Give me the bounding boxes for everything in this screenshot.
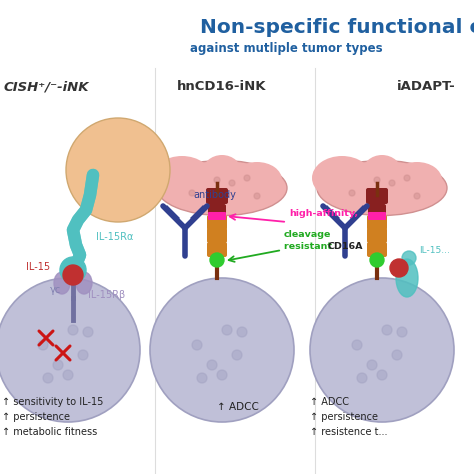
Text: antibody: antibody xyxy=(193,190,236,200)
Circle shape xyxy=(310,278,454,422)
Circle shape xyxy=(66,118,170,222)
FancyBboxPatch shape xyxy=(368,204,386,218)
Text: Non-specific functional enhancem: Non-specific functional enhancem xyxy=(200,18,474,37)
Circle shape xyxy=(352,340,362,350)
Circle shape xyxy=(78,350,88,360)
Text: iADAPT-: iADAPT- xyxy=(397,80,456,93)
Text: IL-15: IL-15 xyxy=(26,262,50,272)
Circle shape xyxy=(222,325,232,335)
Circle shape xyxy=(68,325,78,335)
Circle shape xyxy=(207,360,217,370)
FancyBboxPatch shape xyxy=(207,228,227,243)
FancyBboxPatch shape xyxy=(367,242,387,257)
Circle shape xyxy=(60,257,86,283)
Text: ↑ ADCC: ↑ ADCC xyxy=(217,402,259,412)
Text: IL-15Rα: IL-15Rα xyxy=(96,232,133,242)
Circle shape xyxy=(254,193,260,199)
Text: ↑ ADCC: ↑ ADCC xyxy=(310,397,349,407)
Circle shape xyxy=(367,360,377,370)
Ellipse shape xyxy=(317,161,447,216)
Circle shape xyxy=(232,350,242,360)
Text: cleavage: cleavage xyxy=(284,230,331,239)
Ellipse shape xyxy=(232,162,282,198)
FancyBboxPatch shape xyxy=(368,212,386,220)
Circle shape xyxy=(43,373,53,383)
Circle shape xyxy=(63,370,73,380)
Circle shape xyxy=(229,180,235,186)
Ellipse shape xyxy=(312,156,372,200)
Circle shape xyxy=(397,327,407,337)
Circle shape xyxy=(374,177,380,183)
Circle shape xyxy=(377,370,387,380)
Circle shape xyxy=(63,265,83,285)
Circle shape xyxy=(214,177,220,183)
Text: against mutliple tumor types: against mutliple tumor types xyxy=(190,42,383,55)
Circle shape xyxy=(237,327,247,337)
FancyBboxPatch shape xyxy=(208,212,226,220)
Circle shape xyxy=(370,253,384,267)
Circle shape xyxy=(0,278,140,422)
Ellipse shape xyxy=(362,155,402,191)
Text: ↑ resistence t...: ↑ resistence t... xyxy=(310,427,388,437)
Text: γc: γc xyxy=(50,285,61,295)
Circle shape xyxy=(209,197,215,203)
Circle shape xyxy=(369,197,375,203)
FancyBboxPatch shape xyxy=(207,242,227,257)
Text: hnCD16-iNK: hnCD16-iNK xyxy=(177,80,267,93)
Circle shape xyxy=(357,373,367,383)
Ellipse shape xyxy=(392,162,442,198)
Text: ↑ persistence: ↑ persistence xyxy=(2,412,70,422)
Ellipse shape xyxy=(402,251,416,265)
Ellipse shape xyxy=(54,272,70,294)
FancyBboxPatch shape xyxy=(207,215,227,230)
Text: ↑ metabolic fitness: ↑ metabolic fitness xyxy=(2,427,97,437)
Circle shape xyxy=(382,325,392,335)
Text: IL-15Rβ: IL-15Rβ xyxy=(88,290,125,300)
Ellipse shape xyxy=(157,161,287,216)
Ellipse shape xyxy=(202,155,242,191)
Text: CD16A: CD16A xyxy=(328,242,364,251)
Circle shape xyxy=(349,190,355,196)
Circle shape xyxy=(192,340,202,350)
Text: CISH⁺/⁻-iNK: CISH⁺/⁻-iNK xyxy=(4,80,90,93)
Text: resistant: resistant xyxy=(284,242,335,251)
Circle shape xyxy=(389,180,395,186)
Circle shape xyxy=(197,373,207,383)
Text: ↑ persistence: ↑ persistence xyxy=(310,412,378,422)
Circle shape xyxy=(189,190,195,196)
FancyBboxPatch shape xyxy=(367,228,387,243)
Circle shape xyxy=(83,327,93,337)
Ellipse shape xyxy=(76,272,92,294)
Circle shape xyxy=(414,193,420,199)
Circle shape xyxy=(38,340,48,350)
Text: IL-15...: IL-15... xyxy=(419,246,450,255)
Circle shape xyxy=(404,175,410,181)
FancyBboxPatch shape xyxy=(208,204,226,218)
Circle shape xyxy=(244,175,250,181)
Text: high-affinity,: high-affinity, xyxy=(289,209,358,218)
Ellipse shape xyxy=(396,259,418,297)
FancyBboxPatch shape xyxy=(367,215,387,230)
Circle shape xyxy=(150,278,294,422)
Circle shape xyxy=(53,360,63,370)
Circle shape xyxy=(210,253,224,267)
FancyBboxPatch shape xyxy=(206,188,228,204)
Circle shape xyxy=(392,350,402,360)
Circle shape xyxy=(390,259,408,277)
Ellipse shape xyxy=(152,156,212,200)
Text: ↑ sensitivity to IL-15: ↑ sensitivity to IL-15 xyxy=(2,397,103,407)
FancyBboxPatch shape xyxy=(366,188,388,204)
Circle shape xyxy=(217,370,227,380)
